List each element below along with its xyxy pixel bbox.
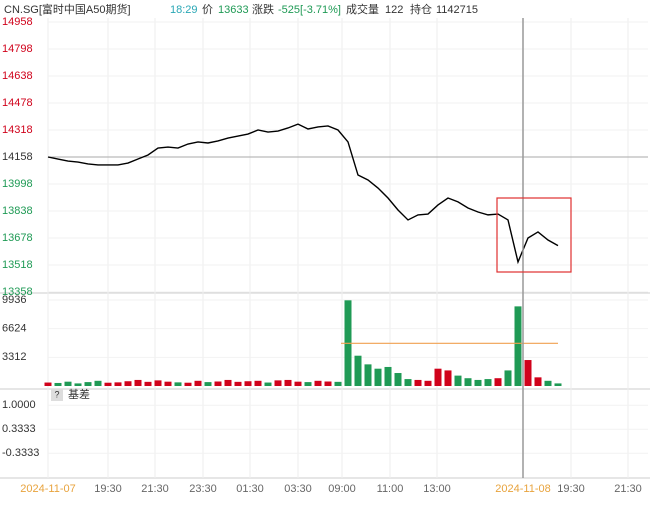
volume-bar: [74, 383, 82, 386]
volume-bar: [184, 382, 192, 386]
volume-bar: [104, 382, 112, 386]
change-label: 涨跌: [252, 2, 274, 16]
x-tick-label: 23:30: [189, 483, 217, 495]
x-tick-label: 09:00: [328, 483, 356, 495]
volume-label: 成交量: [346, 2, 379, 16]
highlight-box: [496, 197, 572, 273]
volume-bar: [264, 382, 272, 386]
volume-bar: [364, 364, 372, 386]
volume-bar: [474, 379, 482, 386]
price-label: 价: [202, 3, 213, 16]
y-tick-label: 14478: [2, 97, 33, 109]
x-tick-label: 21:30: [614, 483, 642, 495]
x-tick-label: 13:00: [423, 483, 451, 495]
volume-bar: [294, 381, 302, 386]
help-button[interactable]: [51, 389, 63, 401]
header: CN.SG[富时中国A50期货] 18:29 价 13633 涨跌 -525[-…: [4, 2, 478, 16]
volume-bar: [534, 377, 542, 386]
x-tick-label: 19:30: [94, 483, 122, 495]
volume-bar: [174, 382, 182, 386]
volume-bar: [54, 382, 62, 386]
volume-bar: [244, 381, 252, 386]
y-tick-label: 1.0000: [2, 399, 36, 411]
volume-bar: [134, 379, 142, 386]
volume-bar: [144, 381, 152, 386]
y-tick-label: 14158: [2, 151, 33, 163]
volume-bar: [444, 370, 452, 386]
y-tick-label: 13998: [2, 178, 33, 190]
volume-bar: [434, 368, 442, 386]
volume-bar: [554, 383, 562, 386]
volume-bar: [304, 382, 312, 386]
volume-bar: [44, 382, 52, 386]
price-line: [47, 123, 559, 265]
y-tick-label: 13358: [2, 286, 33, 298]
volume-bar: [164, 381, 172, 386]
volume-bar: [394, 373, 402, 386]
x-tick-label: 19:30: [557, 483, 585, 495]
volume-bar: [354, 355, 362, 386]
volume-bar: [454, 375, 462, 386]
volume: 122: [385, 4, 403, 16]
volume-bar: [224, 379, 232, 386]
x-tick-label: 2024-11-08: [495, 483, 550, 495]
volume-bar: [504, 370, 512, 386]
volume-bar: [234, 381, 242, 386]
oi-label: 持仓: [410, 2, 432, 16]
time: 18:29: [170, 4, 198, 16]
change: -525[-3.71%]: [278, 4, 341, 16]
x-tick-label: 21:30: [141, 483, 169, 495]
help-icon: ?: [54, 389, 59, 399]
y-tick-label: 13678: [2, 232, 33, 244]
y-tick-label: 14638: [2, 70, 33, 82]
y-tick-label: 13518: [2, 259, 33, 271]
x-tick-label: 11:00: [377, 483, 404, 495]
y-tick-label: 9936: [2, 294, 26, 306]
volume-bar: [274, 380, 282, 386]
volume-bar: [334, 381, 342, 386]
price: 13633: [218, 4, 249, 16]
volume-bar: [284, 379, 292, 386]
y-tick-label: 14798: [2, 43, 33, 55]
volume-bar: [384, 366, 392, 386]
symbol: CN.SG[富时中国A50期货]: [4, 2, 131, 16]
y-tick-label: 0.3333: [2, 423, 36, 435]
volume-bar: [114, 382, 122, 386]
volume-bar: [484, 379, 492, 386]
volume-bar: [64, 381, 72, 386]
x-tick-label: 01:30: [236, 483, 264, 495]
volume-bar: [524, 360, 532, 386]
volume-bar: [204, 382, 212, 386]
volume-bar: [254, 380, 262, 386]
volume-bar: [514, 306, 522, 386]
y-tick-label: 13838: [2, 205, 33, 217]
x-tick-label: 2024-11-07: [20, 483, 75, 495]
y-tick-label: 3312: [2, 351, 26, 363]
volume-bar: [124, 381, 132, 386]
volume-bar: [154, 380, 162, 386]
y-tick-label: 14958: [2, 16, 33, 28]
volume-bar: [414, 379, 422, 386]
volume-bar: [374, 368, 382, 386]
y-tick-label: -0.3333: [2, 447, 39, 459]
y-tick-label: 14318: [2, 124, 33, 136]
volume-bar: [194, 380, 202, 386]
volume-bar: [494, 378, 502, 386]
volume-bar: [314, 380, 322, 386]
x-tick-label: 03:30: [284, 483, 312, 495]
volume-bar: [324, 381, 332, 386]
volume-bar: [94, 380, 102, 386]
volume-bar: [404, 379, 412, 386]
volume-bar: [214, 381, 222, 386]
volume-bar: [424, 380, 432, 386]
panel-title: 基差: [68, 387, 90, 401]
volume-bar: [464, 378, 472, 386]
volume-bar: [544, 380, 552, 386]
volume-bar: [84, 382, 92, 386]
y-tick-label: 6624: [2, 323, 26, 335]
oi: 1142715: [436, 4, 478, 16]
